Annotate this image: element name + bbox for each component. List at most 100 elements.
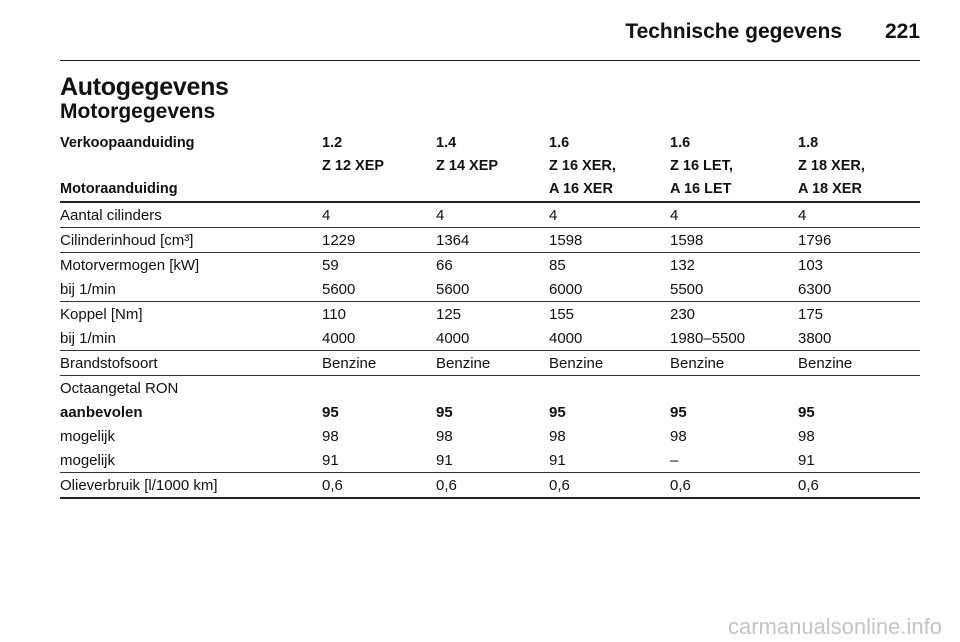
- table-cell: 3800: [798, 329, 832, 347]
- table-row: mogelijk 91 91 91 – 91: [60, 448, 920, 473]
- header-row: Verkoopaanduiding 1.2 1.4 1.6 1.6 1.8: [60, 131, 920, 155]
- table-cell: 95: [549, 403, 566, 421]
- table-cell: 91: [549, 451, 566, 469]
- table-cell: 98: [322, 427, 339, 445]
- table-cell: 66: [436, 252, 549, 277]
- table-cell: 1598: [549, 227, 670, 253]
- page-number: 221: [884, 20, 920, 43]
- table-cell: 0,6: [798, 472, 920, 499]
- row-group: Cilinderinhoud [cm³] 1229 1364 1598 1598 1796: [60, 227, 920, 253]
- table-cell: Koppel [Nm]: [60, 301, 322, 326]
- row-group: Octaangetal RON aanbevolen 95 95 95 95 95 mogel…: [60, 375, 920, 473]
- watermark: carmanualsonline.info: [727, 614, 942, 639]
- table-cell: 1796: [798, 227, 920, 253]
- table-cell: bij 1/min: [60, 329, 116, 347]
- table-cell: Benzine: [322, 350, 436, 376]
- row-group: Koppel [Nm] 110 125 155 230 175 bij 1/min 4000 4…: [60, 301, 920, 351]
- header-cell: 1.6: [670, 134, 691, 151]
- table-cell: Brandstofsoort: [60, 350, 322, 376]
- header-cell: 1.6: [549, 134, 570, 151]
- table-row: mogelijk 98 98 98 98 98: [60, 424, 920, 448]
- table-cell: 0,6: [436, 472, 549, 499]
- table-cell: Motorvermogen [kW]: [60, 252, 322, 277]
- header-title: Technische gegevens: [625, 20, 842, 43]
- page-header: Technische gegevens 221: [60, 16, 920, 61]
- table-cell: 4: [549, 206, 558, 224]
- table-cell: Benzine: [670, 350, 798, 376]
- header-row: Motoraanduiding Z 12 XEP Z 14 XEP Z 16 XER,…: [60, 155, 920, 203]
- table-row: Cilinderinhoud [cm³] 1229 1364 1598 1598 1796: [60, 227, 920, 253]
- table-cell: 98: [798, 427, 815, 445]
- table-cell: 230: [670, 301, 798, 326]
- table-cell: 85: [549, 252, 670, 277]
- table-row: Motorvermogen [kW] 59 66 85 132 103: [60, 252, 920, 277]
- table-cell: 4000: [322, 329, 356, 347]
- row-group: Aantal cilinders 4 4 4 4 4: [60, 202, 920, 228]
- table-cell: 4: [670, 206, 679, 224]
- table-cell: 6300: [798, 280, 832, 298]
- table-cell: mogelijk: [60, 451, 116, 469]
- table-row: bij 1/min 5600 5600 6000 5500 6300: [60, 277, 920, 302]
- row-group: Motorvermogen [kW] 59 66 85 132 103 bij 1/min 5…: [60, 252, 920, 302]
- table-header: Verkoopaanduiding 1.2 1.4 1.6 1.6 1.8 Motoraan…: [60, 131, 920, 203]
- table-cell: 175: [798, 301, 920, 326]
- table-cell: 5600: [322, 280, 356, 298]
- table-cell: 98: [436, 427, 453, 445]
- header-cell: Z 14 XEP: [436, 155, 549, 203]
- heading: Autogegevens: [60, 73, 229, 101]
- header-cell: 1.4: [436, 134, 457, 151]
- empty-cell: [549, 375, 670, 400]
- table-cell: 95: [798, 403, 815, 421]
- table-cell: –: [670, 451, 679, 469]
- table-cell: 91: [798, 451, 815, 469]
- table-cell: bij 1/min: [60, 280, 116, 298]
- empty-cell: [436, 375, 549, 400]
- table-cell: 0,6: [322, 472, 436, 499]
- table-cell: 91: [322, 451, 339, 469]
- header-cell: Z 18 XER, A 18 XER: [798, 155, 920, 203]
- header-cell: Z 16 LET, A 16 LET: [670, 155, 798, 203]
- table-cell: 103: [798, 252, 920, 277]
- table-cell: aanbevolen: [60, 403, 143, 421]
- header-cell: 1.2: [322, 134, 343, 151]
- table-cell: 125: [436, 301, 549, 326]
- table-row: aanbevolen 95 95 95 95 95: [60, 400, 920, 424]
- table-cell: 4: [322, 206, 331, 224]
- table-cell: 1229: [322, 227, 436, 253]
- table-cell: 5600: [436, 280, 470, 298]
- table-cell: Benzine: [436, 350, 549, 376]
- header-cell: Motoraanduiding: [60, 155, 322, 203]
- table-cell: 0,6: [670, 472, 798, 499]
- subheading: Motorgegevens: [60, 100, 216, 123]
- table-cell: 1980–5500: [670, 329, 746, 347]
- table-row: Olieverbruik [l/1000 km] 0,6 0,6 0,6 0,6 0,6: [60, 472, 920, 499]
- table-cell: 0,6: [549, 472, 670, 499]
- empty-cell: [798, 375, 920, 400]
- row-group: Olieverbruik [l/1000 km] 0,6 0,6 0,6 0,6 0,6: [60, 472, 920, 499]
- table-row: Octaangetal RON: [60, 375, 920, 400]
- table-row: Aantal cilinders 4 4 4 4 4: [60, 202, 920, 228]
- table-cell: 1598: [670, 227, 798, 253]
- table-row: Brandstofsoort Benzine Benzine Benzine Benzi…: [60, 350, 920, 376]
- table-cell: 98: [549, 427, 566, 445]
- header-cell: Z 12 XEP: [322, 155, 436, 203]
- spec-table: Verkoopaanduiding 1.2 1.4 1.6 1.6 1.8 Motoraan…: [60, 131, 920, 499]
- table-cell: 6000: [549, 280, 583, 298]
- empty-cell: [322, 375, 436, 400]
- table-cell: 59: [322, 252, 436, 277]
- table-cell: 95: [670, 403, 687, 421]
- header-cell: Verkoopaanduiding: [60, 134, 195, 151]
- table-row: bij 1/min 4000 4000 4000 1980–5500 3800: [60, 326, 920, 351]
- table-cell: 5500: [670, 280, 704, 298]
- table-cell: 95: [436, 403, 453, 421]
- header-cell: 1.8: [798, 134, 819, 151]
- table-cell: 132: [670, 252, 798, 277]
- table-cell: 155: [549, 301, 670, 326]
- table-cell: 4000: [549, 329, 583, 347]
- table-cell: Benzine: [549, 350, 670, 376]
- table-cell: 91: [436, 451, 453, 469]
- table-cell: 4: [798, 206, 807, 224]
- table-cell: Octaangetal RON: [60, 375, 322, 400]
- table-row: Koppel [Nm] 110 125 155 230 175: [60, 301, 920, 326]
